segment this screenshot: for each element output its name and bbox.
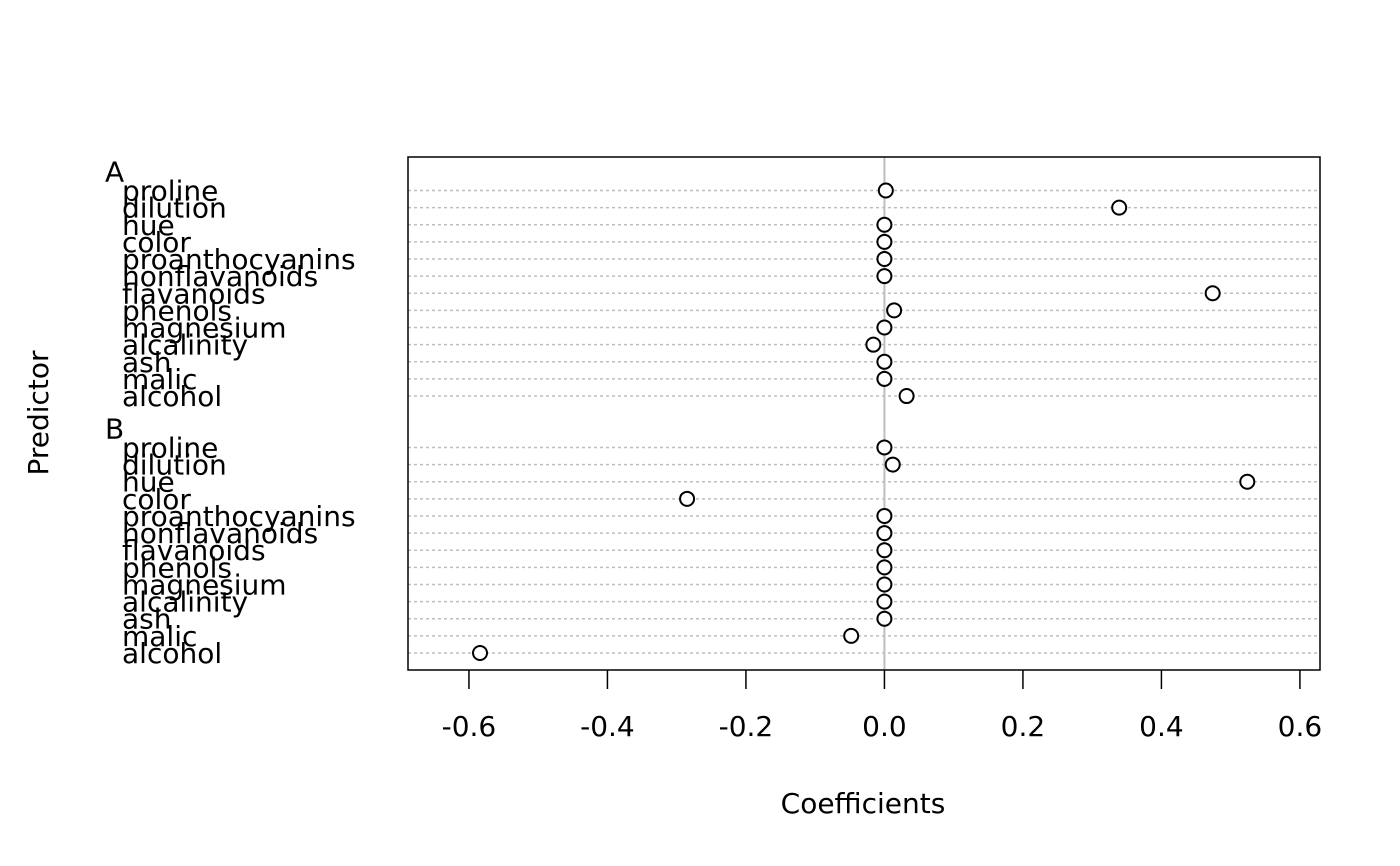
- x-axis-title: Coefficients: [781, 787, 946, 820]
- y-tick-label: magnesium: [122, 312, 287, 345]
- y-tick-label: hue: [122, 209, 175, 242]
- dot: [865, 336, 882, 353]
- dot: [876, 507, 893, 524]
- y-tick-label: malic: [122, 620, 197, 653]
- y-tick-label: nonflavanoids: [122, 517, 318, 550]
- dot: [898, 388, 915, 405]
- y-tick-label: alcohol: [122, 637, 222, 670]
- y-tick-label: ash: [122, 346, 172, 379]
- dot: [876, 353, 893, 370]
- y-tick-label: flavanoids: [122, 277, 266, 310]
- y-tick-label: alcohol: [122, 380, 222, 413]
- dot: [876, 576, 893, 593]
- dot: [876, 559, 893, 576]
- dot: [876, 525, 893, 542]
- dot: [876, 439, 893, 456]
- dot: [886, 302, 903, 319]
- y-tick-label: proanthocyanins: [122, 500, 356, 533]
- x-tick-label: -0.4: [580, 710, 635, 743]
- dot: [876, 610, 893, 627]
- dot: [876, 542, 893, 559]
- x-tick-label: -0.6: [442, 710, 497, 743]
- dot: [876, 370, 893, 387]
- dot: [876, 251, 893, 268]
- group-label: B: [105, 412, 124, 445]
- y-tick-label: phenols: [122, 294, 232, 327]
- y-tick-label: alcalinity: [122, 586, 248, 619]
- x-tick-label: 0.6: [1278, 710, 1323, 743]
- dot: [877, 182, 894, 199]
- x-tick-label: 0.4: [1139, 710, 1184, 743]
- dot: [876, 233, 893, 250]
- y-tick-label: flavanoids: [122, 534, 266, 567]
- dot: [884, 456, 901, 473]
- y-tick-label: color: [122, 226, 191, 259]
- dot: [843, 627, 860, 644]
- y-tick-label: magnesium: [122, 568, 287, 601]
- y-tick-label: phenols: [122, 551, 232, 584]
- y-tick-label: color: [122, 483, 191, 516]
- y-tick-label: malic: [122, 363, 197, 396]
- dot: [679, 490, 696, 507]
- y-tick-label: dilution: [122, 449, 227, 482]
- y-tick-label: proline: [122, 174, 218, 207]
- y-tick-label: nonflavanoids: [122, 260, 318, 293]
- dot: [472, 645, 489, 661]
- y-axis-title: Predictor: [22, 350, 55, 476]
- y-tick-label: proline: [122, 431, 218, 464]
- dot: [1111, 199, 1128, 216]
- y-tick-label: dilution: [122, 192, 227, 225]
- dot: [876, 319, 893, 336]
- y-tick-label: hue: [122, 466, 175, 499]
- x-tick-label: 0.2: [1001, 710, 1046, 743]
- y-tick-label: ash: [122, 603, 172, 636]
- dot: [876, 593, 893, 610]
- group-label: A: [105, 155, 124, 188]
- dot: [1204, 285, 1221, 302]
- dot: [876, 216, 893, 233]
- y-tick-label: proanthocyanins: [122, 243, 356, 276]
- plot-frame: [407, 156, 1321, 671]
- dot: [876, 268, 893, 285]
- x-tick-label: -0.2: [719, 710, 774, 743]
- dot: [1239, 473, 1256, 490]
- y-tick-label: alcalinity: [122, 329, 248, 362]
- x-tick-label: 0.0: [862, 710, 907, 743]
